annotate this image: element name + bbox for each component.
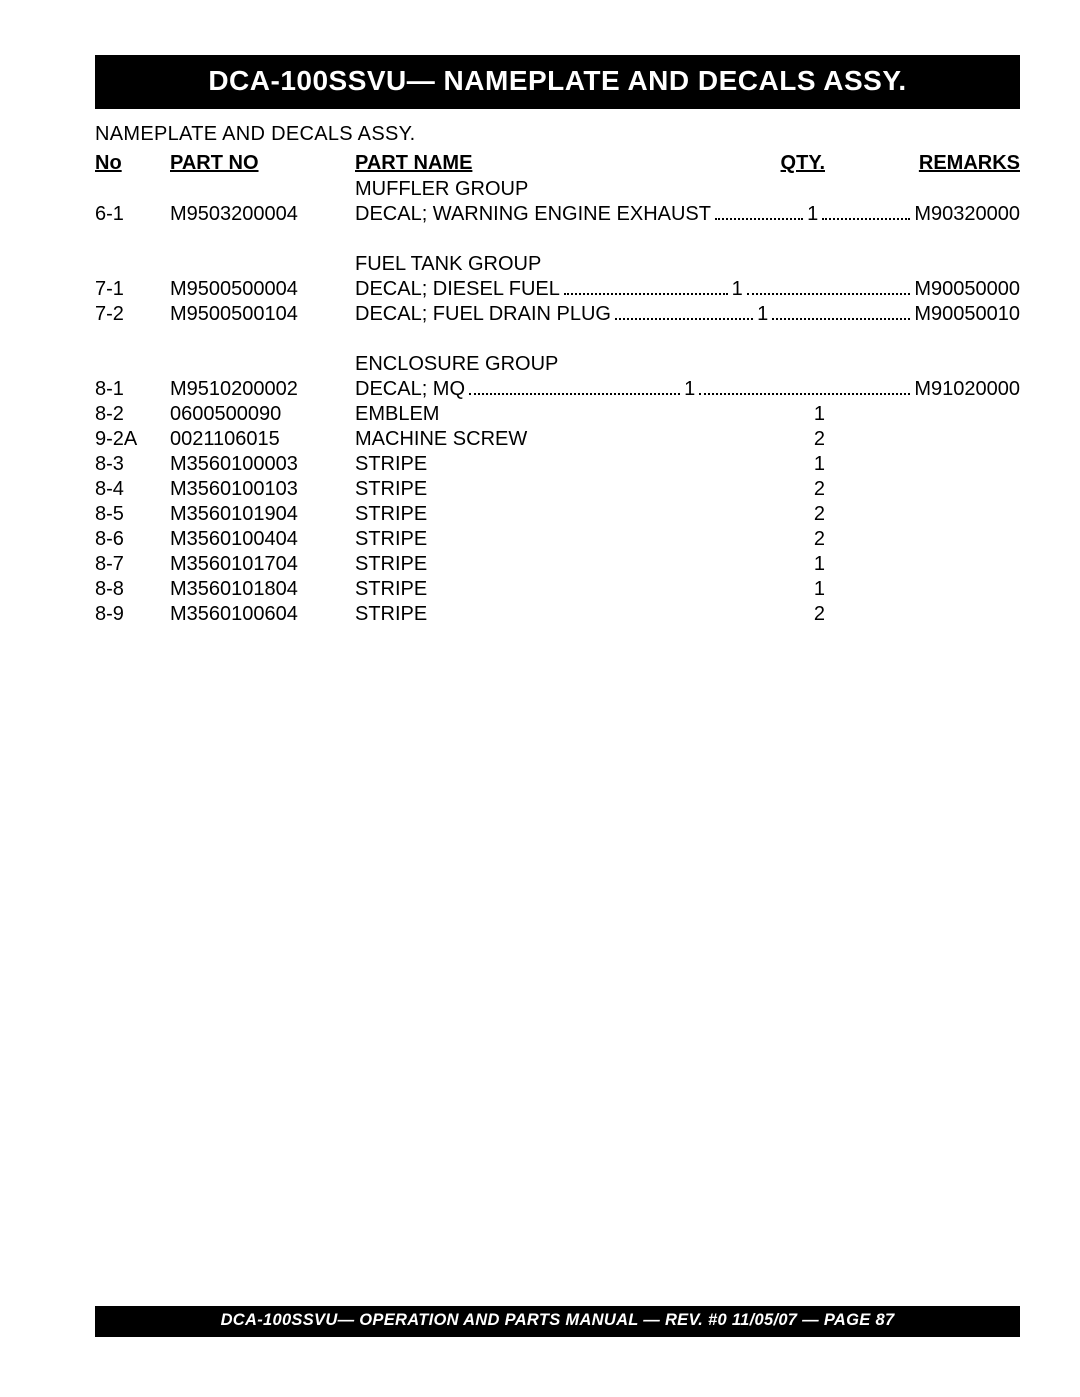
table-row: 8-9M3560100604STRIPE2: [95, 602, 1020, 627]
cell-partno: M9510200002: [170, 377, 355, 402]
cell-qty: 1: [684, 377, 695, 402]
cell-no: 8-3: [95, 452, 170, 477]
cell-partname: DECAL; DIESEL FUEL: [355, 277, 560, 302]
cell-qty: 1: [757, 302, 768, 327]
cell-no: 8-6: [95, 527, 170, 552]
cell-qty: 2: [735, 602, 835, 627]
cell-partname: STRIPE: [355, 477, 735, 502]
cell-remarks: M90320000: [914, 202, 1020, 227]
cell-qty: 2: [735, 427, 835, 452]
group-header: FUEL TANK GROUP: [95, 252, 1020, 277]
cell-partno: M3560100003: [170, 452, 355, 477]
cell-partname: DECAL; WARNING ENGINE EXHAUST: [355, 202, 711, 227]
table-row: 7-1M9500500004DECAL; DIESEL FUEL 1 M9005…: [95, 277, 1020, 302]
group-header: MUFFLER GROUP: [95, 177, 1020, 202]
cell-qty: 1: [735, 452, 835, 477]
cell-no: 8-2: [95, 402, 170, 427]
cell-partname: EMBLEM: [355, 402, 735, 427]
cell-remarks: M90050010: [914, 302, 1020, 327]
table-row: 8-1M9510200002DECAL; MQ 1 M91020000: [95, 377, 1020, 402]
cell-partno: M3560101904: [170, 502, 355, 527]
cell-no: 8-4: [95, 477, 170, 502]
cell-partname: MACHINE SCREW: [355, 427, 735, 452]
subtitle: NAMEPLATE AND DECALS ASSY.: [95, 123, 1020, 146]
group-name: MUFFLER GROUP: [355, 177, 1020, 202]
table-row: 8-20600500090EMBLEM1: [95, 402, 1020, 427]
table-row: 7-2M9500500104DECAL; FUEL DRAIN PLUG 1 M…: [95, 302, 1020, 327]
header-remarks: REMARKS: [919, 152, 1020, 174]
cell-partno: M9500500004: [170, 277, 355, 302]
table-row: 9-2A0021106015MACHINE SCREW2: [95, 427, 1020, 452]
cell-partno: M3560100404: [170, 527, 355, 552]
table-row: 8-6M3560100404STRIPE2: [95, 527, 1020, 552]
cell-partname: STRIPE: [355, 602, 735, 627]
cell-no: 8-1: [95, 377, 170, 402]
title-bar: DCA-100SSVU— NAMEPLATE AND DECALS ASSY.: [95, 55, 1020, 109]
cell-no: 7-2: [95, 302, 170, 327]
page: DCA-100SSVU— NAMEPLATE AND DECALS ASSY. …: [0, 0, 1080, 1397]
cell-qty: 2: [735, 527, 835, 552]
cell-partno: 0600500090: [170, 402, 355, 427]
cell-partname: STRIPE: [355, 552, 735, 577]
cell-partname: STRIPE: [355, 577, 735, 602]
cell-partno: 0021106015: [170, 427, 355, 452]
cell-no: 8-9: [95, 602, 170, 627]
header-partno: PART NO: [170, 152, 259, 174]
table-row: 8-4M3560100103STRIPE2: [95, 477, 1020, 502]
cell-qty: 1: [735, 402, 835, 427]
table-header-row: No PART NO PART NAME QTY. REMARKS: [95, 152, 1020, 175]
cell-partno: M9503200004: [170, 202, 355, 227]
table-row: 8-3M3560100003STRIPE1: [95, 452, 1020, 477]
group-name: FUEL TANK GROUP: [355, 252, 1020, 277]
cell-partno: M9500500104: [170, 302, 355, 327]
cell-partno: M3560100103: [170, 477, 355, 502]
header-qty: QTY.: [781, 152, 825, 174]
cell-no: 6-1: [95, 202, 170, 227]
table-row: 8-8M3560101804STRIPE1: [95, 577, 1020, 602]
cell-qty: 1: [732, 277, 743, 302]
cell-qty: 2: [735, 477, 835, 502]
cell-partno: M3560100604: [170, 602, 355, 627]
cell-partno: M3560101804: [170, 577, 355, 602]
cell-no: 8-5: [95, 502, 170, 527]
cell-no: 9-2A: [95, 427, 170, 452]
cell-partno: M3560101704: [170, 552, 355, 577]
cell-qty: 2: [735, 502, 835, 527]
group-name: ENCLOSURE GROUP: [355, 352, 1020, 377]
table-row: 6-1M9503200004DECAL; WARNING ENGINE EXHA…: [95, 202, 1020, 227]
header-partname: PART NAME: [355, 152, 472, 174]
table-row: 8-5M3560101904STRIPE2: [95, 502, 1020, 527]
header-no: No: [95, 152, 122, 174]
cell-partname: STRIPE: [355, 502, 735, 527]
cell-qty: 1: [735, 577, 835, 602]
cell-partname: STRIPE: [355, 527, 735, 552]
cell-partname: STRIPE: [355, 452, 735, 477]
group-header: ENCLOSURE GROUP: [95, 352, 1020, 377]
cell-no: 8-7: [95, 552, 170, 577]
cell-partname: DECAL; FUEL DRAIN PLUG: [355, 302, 611, 327]
footer-bar: DCA-100SSVU— OPERATION AND PARTS MANUAL …: [95, 1306, 1020, 1337]
cell-remarks: M90050000: [914, 277, 1020, 302]
cell-no: 7-1: [95, 277, 170, 302]
table-body: MUFFLER GROUP6-1M9503200004DECAL; WARNIN…: [95, 177, 1020, 627]
cell-partname: DECAL; MQ: [355, 377, 465, 402]
table-row: 8-7M3560101704STRIPE1: [95, 552, 1020, 577]
cell-no: 8-8: [95, 577, 170, 602]
cell-qty: 1: [807, 202, 818, 227]
cell-qty: 1: [735, 552, 835, 577]
cell-remarks: M91020000: [914, 377, 1020, 402]
